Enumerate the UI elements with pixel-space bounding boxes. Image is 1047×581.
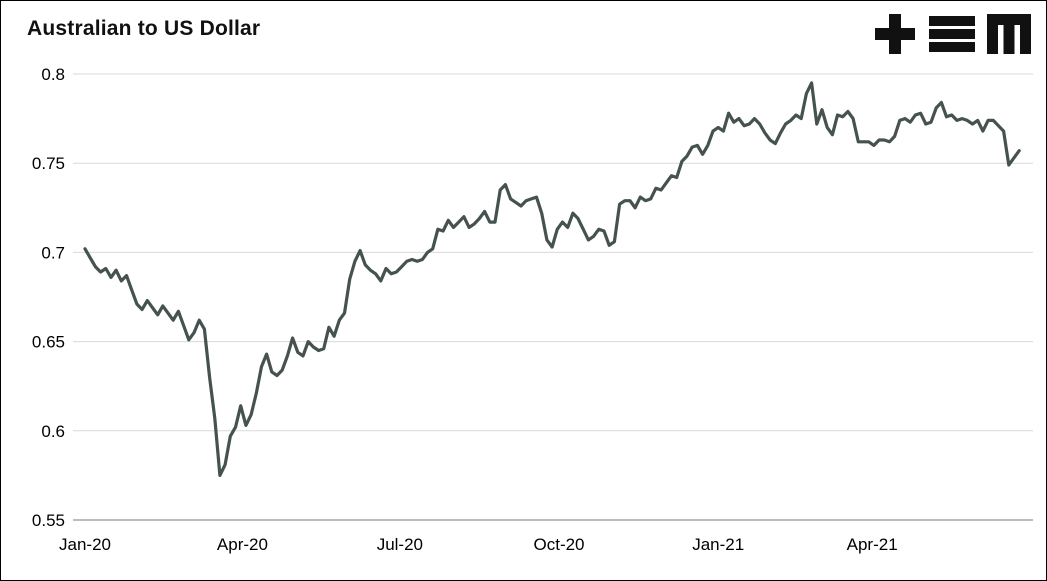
logo-m-icon	[987, 14, 1031, 54]
x-tick-label: Apr-21	[847, 535, 898, 554]
chart-header: Australian to US Dollar	[1, 1, 1046, 56]
x-tick-label: Apr-20	[217, 535, 268, 554]
y-tick-label: 0.75	[32, 154, 65, 173]
tem-logo	[875, 14, 1031, 54]
y-tick-label: 0.65	[32, 333, 65, 352]
y-tick-label: 0.55	[32, 511, 65, 530]
logo-bars-icon	[929, 16, 975, 52]
price-line	[83, 81, 1021, 477]
y-tick-label: 0.6	[41, 422, 65, 441]
y-tick-label: 0.8	[41, 65, 65, 84]
chart-title: Australian to US Dollar	[27, 17, 261, 40]
y-tick-label: 0.7	[41, 243, 65, 262]
x-tick-label: Oct-20	[534, 535, 585, 554]
x-tick-label: Jan-21	[692, 535, 744, 554]
x-tick-label: Jul-20	[377, 535, 423, 554]
line-chart: 0.55 0.6 0.65 0.7 0.75 0.8 Jan-20 Apr-20 Jul-20 O…	[32, 65, 1033, 554]
x-tick-label: Jan-20	[59, 535, 111, 554]
logo-plus-icon	[875, 14, 915, 54]
